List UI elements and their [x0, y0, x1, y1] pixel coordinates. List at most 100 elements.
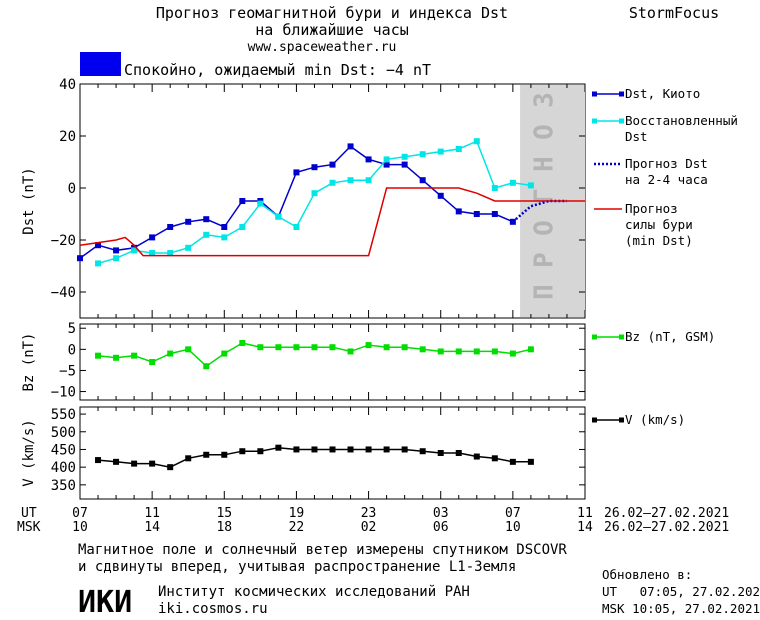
- bz-series-0-point: [239, 340, 246, 346]
- ut-axis-label: UT: [21, 506, 37, 521]
- dst-series-0-point: [239, 198, 246, 204]
- dst-series-1-point: [203, 231, 210, 238]
- dst-series-1-point: [239, 224, 246, 230]
- institute-url[interactable]: iki.cosmos.ru: [158, 601, 268, 617]
- bz-y-axis-label: Bz (nT): [21, 332, 37, 391]
- dst-series-1-point: [221, 234, 228, 241]
- speed-series-0-point: [527, 458, 534, 465]
- dst-series-1-point: [167, 250, 174, 256]
- ut-tick-label: 23: [361, 506, 377, 521]
- bz-series-0-point: [131, 352, 138, 359]
- speed-series-0-point: [149, 460, 156, 467]
- bz-y-tick-label: −5: [59, 363, 76, 379]
- measurement-note-line1: Магнитное поле и солнечный ветер измерен…: [78, 542, 567, 558]
- updated-label: Обновлено в:: [602, 567, 692, 582]
- bz-series-0-point: [167, 350, 174, 357]
- msk-tick-label: 14: [577, 520, 593, 535]
- bz-series-0-point: [311, 344, 318, 351]
- dst-series-1-point: [257, 200, 264, 207]
- speed-series-0-point: [185, 455, 192, 462]
- speed-series-0-point: [329, 446, 336, 453]
- legend-dst-kyoto-swatch-marker: [592, 91, 597, 97]
- dst-series-0-point: [491, 211, 498, 217]
- legend-bz-label: Bz (nT, GSM): [625, 329, 715, 344]
- chart-title-line2: на ближайшие часы: [255, 21, 409, 39]
- legend-dst-reconstructed-swatch-marker: [592, 118, 597, 124]
- msk-tick-label: 10: [505, 520, 521, 535]
- speed-y-tick-label: 350: [51, 478, 76, 494]
- speed-series-0-point: [347, 446, 354, 453]
- speed-series-0-point: [311, 446, 318, 453]
- speed-series-0-point: [365, 446, 372, 453]
- forecast-band-letter: З: [530, 92, 560, 108]
- site-url[interactable]: www.spaceweather.ru: [248, 40, 397, 55]
- msk-axis-label: MSK: [17, 520, 41, 535]
- ut-date-range: 26.02–27.02.2021: [604, 506, 729, 521]
- speed-y-tick-label: 500: [51, 425, 76, 441]
- ut-tick-label: 03: [433, 506, 449, 521]
- dst-series-1-point: [113, 255, 120, 262]
- bz-series-0-point: [455, 348, 462, 355]
- msk-tick-label: 18: [216, 520, 232, 535]
- iki-logo: ИКИ: [78, 585, 132, 620]
- speed-series-0-point: [473, 453, 480, 460]
- brand-name: StormFocus: [629, 4, 719, 22]
- dst-y-tick-label: 40: [59, 77, 76, 93]
- speed-series-0-point: [239, 448, 246, 455]
- legend-bz-swatch-marker: [592, 334, 597, 340]
- dst-y-tick-label: −20: [51, 233, 76, 249]
- ut-tick-label: 19: [289, 506, 305, 521]
- legend-speed-swatch-marker: [619, 417, 624, 423]
- speed-series-0-point: [203, 451, 210, 458]
- speed-series-0-point: [509, 458, 516, 465]
- forecast-band-letter: О: [530, 124, 560, 140]
- msk-tick-label: 22: [289, 520, 305, 535]
- ut-tick-label: 07: [505, 506, 521, 521]
- legend-dst-kyoto-label: Dst, Киото: [625, 86, 700, 101]
- bz-series-0-point: [185, 346, 192, 353]
- dst-series-0-point: [95, 242, 102, 249]
- bz-series-0-point: [293, 344, 300, 351]
- chart-title-line1: Прогноз геомагнитной бури и индекса Dst: [156, 4, 508, 22]
- dst-series-1-point: [311, 190, 318, 197]
- dst-series-0-point: [347, 143, 354, 150]
- legend-bz-swatch-marker: [619, 334, 624, 340]
- bz-series-0-point: [329, 344, 336, 351]
- dst-y-tick-label: 0: [68, 181, 76, 197]
- dst-series-0-point: [311, 164, 318, 171]
- msk-date-range: 26.02–27.02.2021: [604, 520, 729, 535]
- bz-series-0-point: [347, 348, 354, 355]
- dst-series-0-point: [401, 161, 408, 168]
- dst-series-0-point: [329, 161, 336, 168]
- forecast-band-letter: Р: [530, 252, 560, 268]
- dst-series-1-point: [473, 138, 480, 145]
- bz-series-0-point: [365, 342, 372, 349]
- bz-series-0-point: [473, 348, 480, 355]
- dst-series-1-point: [329, 179, 336, 186]
- dst-series-1-point: [527, 182, 534, 189]
- speed-series-0-point: [95, 457, 102, 464]
- dst-y-axis-label: Dst (nT): [21, 167, 37, 234]
- institute-name: Институт космических исследований РАН: [158, 584, 470, 600]
- dst-series-0-point: [419, 177, 426, 184]
- bz-series-0-point: [113, 354, 120, 361]
- dst-series-1-point: [95, 260, 102, 267]
- dst-series-1-point: [185, 244, 192, 251]
- forecast-band-letter: О: [530, 220, 560, 236]
- msk-tick-label: 14: [144, 520, 160, 535]
- ut-tick-label: 11: [577, 506, 593, 521]
- ut-tick-label: 07: [72, 506, 88, 521]
- dst-y-tick-label: 20: [59, 129, 76, 145]
- speed-series-0-point: [437, 450, 444, 456]
- dst-series-1-point: [293, 224, 300, 230]
- speed-series-0-point: [167, 464, 174, 471]
- bz-series-0-point: [527, 346, 534, 353]
- dst-series-0-point: [113, 247, 120, 254]
- dst-series-1-line: [97, 140, 532, 265]
- bz-panel-frame: [79, 323, 586, 401]
- legend-speed-swatch-marker: [592, 417, 597, 423]
- speed-y-tick-label: 450: [51, 442, 76, 458]
- dst-series-1-point: [347, 177, 354, 184]
- bz-series-0-point: [419, 346, 426, 353]
